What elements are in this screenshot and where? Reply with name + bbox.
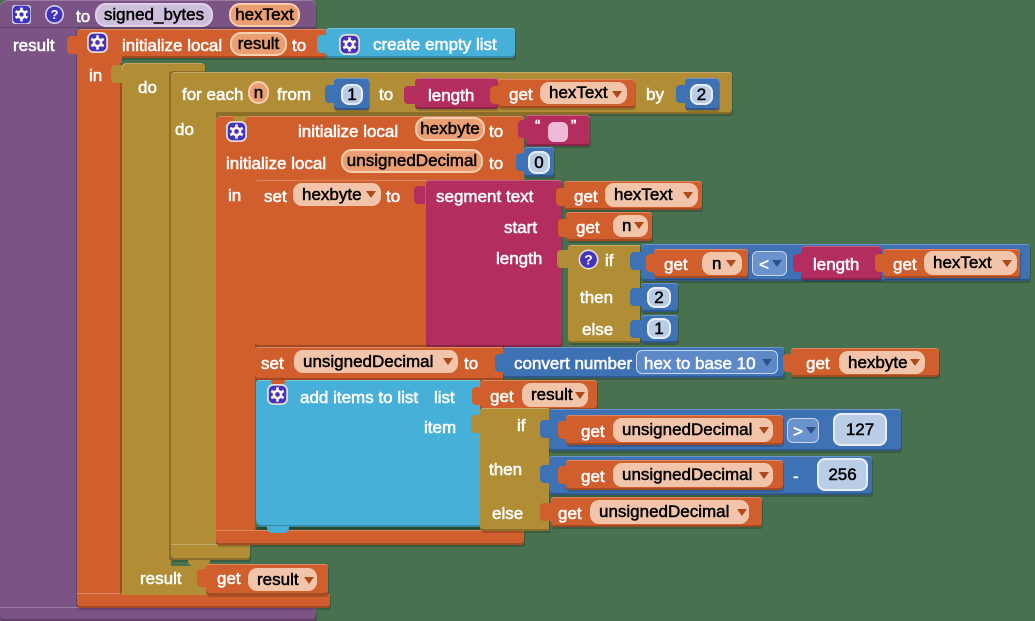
svg-text:?: ? — [584, 251, 592, 267]
svg-text:?: ? — [51, 7, 59, 22]
